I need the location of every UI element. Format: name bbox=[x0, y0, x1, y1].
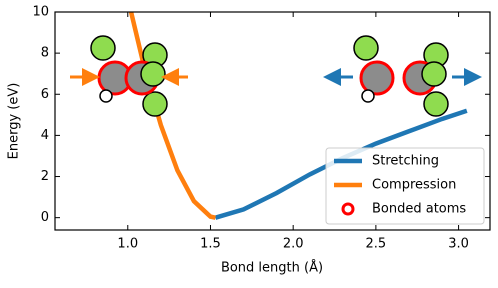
legend-label: Bonded atoms bbox=[372, 202, 466, 217]
legend-box bbox=[325, 147, 485, 225]
legend-marker bbox=[341, 202, 355, 216]
x-tick-label: 1.0 bbox=[117, 237, 138, 252]
plot-frame bbox=[54, 11, 491, 231]
y-tick-label: 2 bbox=[41, 169, 49, 184]
y-tick-label: 0 bbox=[41, 210, 49, 225]
legend-label: Compression bbox=[372, 178, 456, 193]
y-axis-label: Energy (eV) bbox=[7, 83, 22, 160]
x-axis-label: Bond length (Å) bbox=[221, 260, 323, 276]
y-tick-label: 4 bbox=[41, 128, 49, 143]
x-tick-label: 1.5 bbox=[200, 237, 221, 252]
y-tick-label: 10 bbox=[32, 5, 49, 20]
y-tick-label: 6 bbox=[41, 87, 49, 102]
x-tick-label: 3.0 bbox=[448, 237, 469, 252]
x-tick-label: 2.5 bbox=[366, 237, 387, 252]
molecule-stretched bbox=[323, 35, 482, 117]
line bbox=[128, 12, 216, 220]
legend-label: Stretching bbox=[372, 154, 439, 169]
y-tick-label: 8 bbox=[41, 46, 49, 61]
molecule-compressed bbox=[70, 35, 188, 117]
x-tick-label: 2.0 bbox=[283, 237, 304, 252]
